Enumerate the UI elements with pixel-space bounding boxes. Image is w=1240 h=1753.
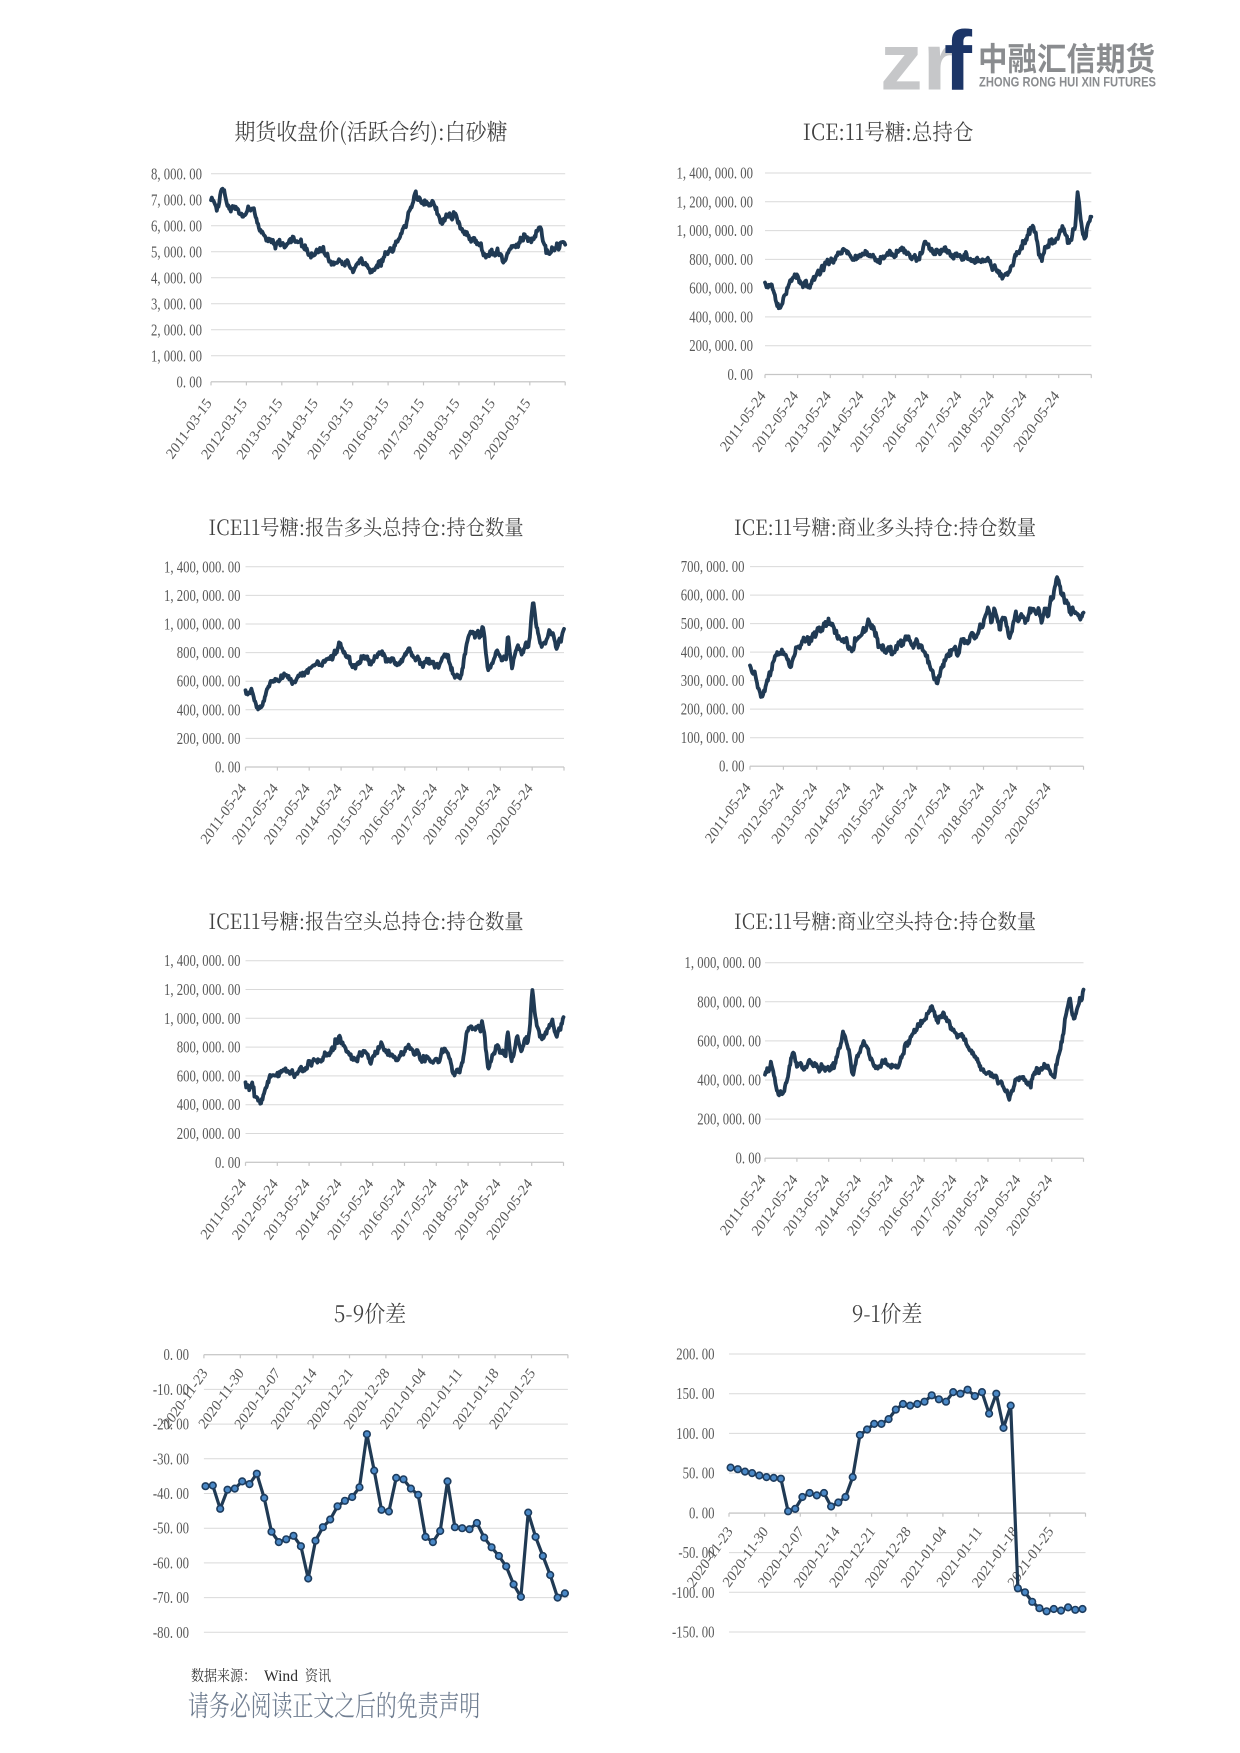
- svg-text:-50. 00: -50. 00: [153, 1520, 189, 1538]
- svg-text:-30. 00: -30. 00: [153, 1451, 189, 1469]
- svg-text:f: f: [944, 14, 973, 108]
- svg-text:6, 000. 00: 6, 000. 00: [151, 218, 202, 236]
- svg-text:-20. 00: -20. 00: [153, 1416, 189, 1434]
- svg-text:0. 00: 0. 00: [215, 1154, 240, 1172]
- svg-text:-40. 00: -40. 00: [153, 1485, 189, 1503]
- svg-text:150. 00: 150. 00: [676, 1386, 714, 1404]
- svg-text:400, 000. 00: 400, 000. 00: [689, 309, 753, 327]
- svg-text:5, 000. 00: 5, 000. 00: [151, 244, 202, 262]
- svg-text:400, 000. 00: 400, 000. 00: [177, 1097, 241, 1115]
- svg-text:-70. 00: -70. 00: [153, 1590, 189, 1608]
- svg-text:4, 000. 00: 4, 000. 00: [151, 270, 202, 288]
- svg-text:500, 000. 00: 500, 000. 00: [681, 616, 745, 634]
- svg-text:-80. 00: -80. 00: [153, 1624, 189, 1642]
- svg-text:800, 000. 00: 800, 000. 00: [177, 1039, 241, 1057]
- svg-text:0. 00: 0. 00: [177, 374, 202, 392]
- svg-text:zr: zr: [880, 18, 956, 108]
- svg-text:300, 000. 00: 300, 000. 00: [681, 673, 745, 691]
- svg-text:1, 200, 000. 00: 1, 200, 000. 00: [677, 194, 753, 212]
- svg-text:1, 000, 000. 00: 1, 000, 000. 00: [685, 955, 761, 973]
- svg-text:200, 000. 00: 200, 000. 00: [177, 1125, 241, 1143]
- svg-text:800, 000. 00: 800, 000. 00: [689, 251, 753, 269]
- svg-text:800, 000. 00: 800, 000. 00: [697, 994, 761, 1012]
- svg-text:0. 00: 0. 00: [736, 1150, 761, 1168]
- svg-text:7, 000. 00: 7, 000. 00: [151, 192, 202, 210]
- svg-text:1, 200, 000. 00: 1, 200, 000. 00: [164, 587, 240, 605]
- svg-text:50. 00: 50. 00: [683, 1465, 715, 1483]
- svg-text:-150. 00: -150. 00: [672, 1624, 714, 1642]
- svg-text:200, 000. 00: 200, 000. 00: [177, 730, 241, 748]
- svg-text:1, 400, 000. 00: 1, 400, 000. 00: [164, 953, 240, 971]
- svg-text:100. 00: 100. 00: [676, 1425, 714, 1443]
- svg-text:400, 000. 00: 400, 000. 00: [697, 1072, 761, 1090]
- svg-text:1, 400, 000. 00: 1, 400, 000. 00: [164, 559, 240, 577]
- svg-text:1, 000. 00: 1, 000. 00: [151, 348, 202, 366]
- svg-text:0. 00: 0. 00: [215, 759, 240, 777]
- svg-text:100, 000. 00: 100, 000. 00: [681, 730, 745, 748]
- svg-text:0. 00: 0. 00: [728, 366, 753, 384]
- svg-text:-100. 00: -100. 00: [672, 1584, 714, 1602]
- svg-text:Wind: Wind: [264, 1668, 298, 1685]
- svg-text:200, 000. 00: 200, 000. 00: [697, 1111, 761, 1129]
- svg-text:0. 00: 0. 00: [719, 758, 744, 776]
- svg-text:1, 000, 000. 00: 1, 000, 000. 00: [677, 222, 753, 240]
- svg-text:700, 000. 00: 700, 000. 00: [681, 559, 745, 577]
- svg-text:600, 000. 00: 600, 000. 00: [697, 1033, 761, 1051]
- svg-text:800, 000. 00: 800, 000. 00: [177, 645, 241, 663]
- svg-text:-60. 00: -60. 00: [153, 1555, 189, 1573]
- svg-text:600, 000. 00: 600, 000. 00: [177, 1068, 241, 1086]
- svg-text:3, 000. 00: 3, 000. 00: [151, 296, 202, 314]
- svg-text:0. 00: 0. 00: [164, 1347, 189, 1365]
- svg-text:-10. 00: -10. 00: [153, 1381, 189, 1399]
- svg-text:ZHONG RONG HUI XIN FUTURES: ZHONG RONG HUI XIN FUTURES: [979, 74, 1156, 90]
- svg-text:200, 000. 00: 200, 000. 00: [689, 338, 753, 356]
- svg-text:200, 000. 00: 200, 000. 00: [681, 701, 745, 719]
- svg-text:600, 000. 00: 600, 000. 00: [681, 587, 745, 605]
- svg-text:400, 000. 00: 400, 000. 00: [681, 644, 745, 662]
- svg-text:1, 000, 000. 00: 1, 000, 000. 00: [164, 616, 240, 634]
- svg-text:1, 400, 000. 00: 1, 400, 000. 00: [677, 165, 753, 183]
- svg-text:0. 00: 0. 00: [689, 1505, 714, 1523]
- svg-text:600, 000. 00: 600, 000. 00: [689, 280, 753, 298]
- svg-text:1, 000, 000. 00: 1, 000, 000. 00: [164, 1010, 240, 1028]
- svg-text:200. 00: 200. 00: [676, 1346, 714, 1364]
- svg-text:8, 000. 00: 8, 000. 00: [151, 166, 202, 184]
- svg-text:1, 200, 000. 00: 1, 200, 000. 00: [164, 981, 240, 999]
- svg-text:400, 000. 00: 400, 000. 00: [177, 702, 241, 720]
- svg-text:-50. 00: -50. 00: [678, 1544, 714, 1562]
- svg-text:2, 000. 00: 2, 000. 00: [151, 322, 202, 340]
- svg-text:600, 000. 00: 600, 000. 00: [177, 673, 241, 691]
